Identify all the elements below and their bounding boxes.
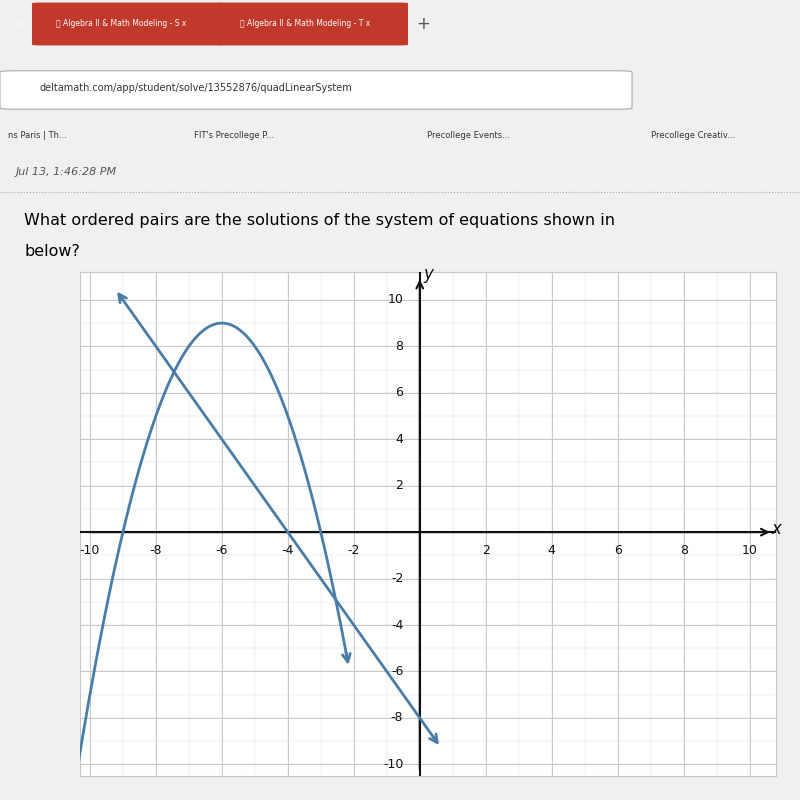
Text: x: x — [771, 520, 781, 538]
Text: Precollege Creativ...: Precollege Creativ... — [651, 131, 735, 141]
Text: 10: 10 — [387, 294, 403, 306]
Text: 4: 4 — [548, 544, 556, 557]
Text: y: y — [423, 266, 433, 283]
Text: -4: -4 — [391, 618, 403, 631]
Text: x: x — [16, 18, 22, 29]
FancyBboxPatch shape — [32, 2, 224, 46]
Text: -4: -4 — [282, 544, 294, 557]
FancyBboxPatch shape — [216, 2, 408, 46]
Text: deltamath.com/app/student/solve/13552876/quadLinearSystem: deltamath.com/app/student/solve/13552876… — [40, 83, 353, 94]
Text: FIT's Precollege P...: FIT's Precollege P... — [194, 131, 274, 141]
Text: What ordered pairs are the solutions of the system of equations shown in: What ordered pairs are the solutions of … — [24, 213, 615, 228]
Text: below?: below? — [24, 243, 80, 258]
Text: -6: -6 — [391, 665, 403, 678]
Text: -2: -2 — [347, 544, 360, 557]
Text: ns Paris | Th...: ns Paris | Th... — [8, 131, 67, 141]
FancyBboxPatch shape — [0, 70, 632, 110]
Text: +: + — [416, 14, 430, 33]
Text: -8: -8 — [390, 711, 403, 725]
Text: 6: 6 — [614, 544, 622, 557]
Text: 10: 10 — [742, 544, 758, 557]
Text: 2: 2 — [395, 479, 403, 492]
Text: -8: -8 — [150, 544, 162, 557]
Text: 8: 8 — [395, 340, 403, 353]
Text: 6: 6 — [395, 386, 403, 399]
Text: 2: 2 — [482, 544, 490, 557]
Text: Jul 13, 1:46:28 PM: Jul 13, 1:46:28 PM — [16, 167, 117, 177]
Text: Precollege Events...: Precollege Events... — [427, 131, 510, 141]
Text: -2: -2 — [391, 572, 403, 585]
Text: 🔺 Algebra II & Math Modeling - T x: 🔺 Algebra II & Math Modeling - T x — [240, 19, 370, 28]
Text: 🔺 Algebra II & Math Modeling - S x: 🔺 Algebra II & Math Modeling - S x — [56, 19, 186, 28]
Text: -10: -10 — [80, 544, 100, 557]
Text: -10: -10 — [383, 758, 403, 771]
Text: 4: 4 — [395, 433, 403, 446]
Text: -6: -6 — [216, 544, 228, 557]
Text: 8: 8 — [680, 544, 688, 557]
